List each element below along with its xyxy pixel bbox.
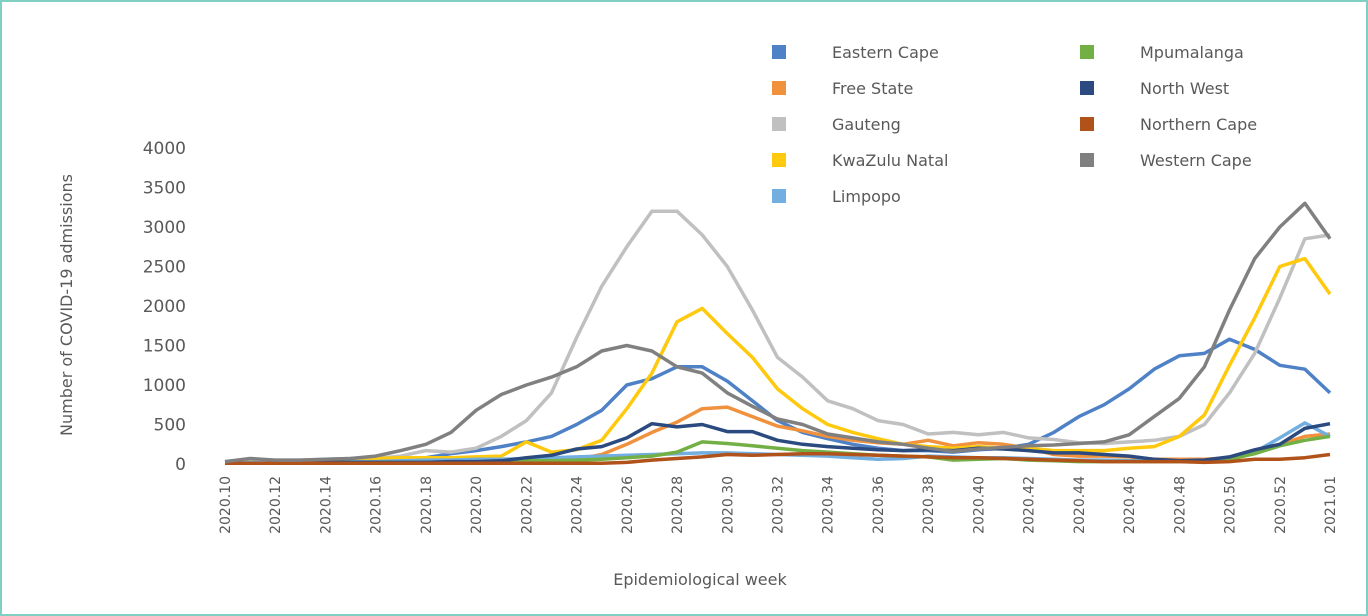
x-tick-label: 2020.52 bbox=[1273, 476, 1289, 534]
x-tick-label: 2020.22 bbox=[519, 476, 535, 534]
legend-marker bbox=[772, 153, 786, 167]
x-tick-label: 2020.28 bbox=[670, 476, 686, 534]
legend-label: Limpopo bbox=[832, 187, 901, 206]
x-tick-label: 2020.32 bbox=[771, 476, 787, 534]
series-line bbox=[224, 201, 1332, 464]
y-tick-label: 1500 bbox=[143, 337, 186, 357]
y-tick-label: 3000 bbox=[143, 218, 186, 238]
x-tick-label: 2020.18 bbox=[419, 476, 435, 534]
legend-label: Mpumalanga bbox=[1140, 43, 1244, 62]
x-tick-label: 2021.01 bbox=[1323, 476, 1339, 534]
y-tick-label: 4000 bbox=[143, 139, 186, 159]
y-tick-label: 0 bbox=[175, 455, 186, 475]
legend-marker bbox=[1080, 117, 1094, 131]
legend-label: Western Cape bbox=[1140, 151, 1252, 170]
x-axis-title: Epidemiological week bbox=[613, 570, 787, 589]
legend-label: Free State bbox=[832, 79, 913, 98]
y-axis-title: Number of COVID-19 admissions bbox=[57, 174, 76, 436]
y-tick-label: 1000 bbox=[143, 376, 186, 396]
x-tick-label: 2020.50 bbox=[1223, 476, 1239, 534]
x-tick-label: 2020.38 bbox=[921, 476, 937, 534]
x-tick-label: 2020.12 bbox=[268, 476, 284, 534]
legend-marker bbox=[772, 189, 786, 203]
legend-marker bbox=[772, 117, 786, 131]
series-line bbox=[225, 451, 1331, 465]
legend-marker bbox=[1080, 81, 1094, 95]
series-line bbox=[224, 209, 1331, 464]
x-tick-label: 2020.30 bbox=[720, 476, 736, 534]
x-tick-label: 2020.26 bbox=[620, 476, 636, 534]
x-tick-label: 2020.46 bbox=[1122, 476, 1138, 534]
x-tick-label: 2020.42 bbox=[1022, 476, 1038, 534]
legend-label: Gauteng bbox=[832, 115, 901, 134]
x-tick-label: 2020.16 bbox=[369, 476, 385, 534]
x-tick-label: 2020.48 bbox=[1172, 476, 1188, 534]
x-tick-label: 2020.24 bbox=[570, 476, 586, 534]
legend-marker bbox=[1080, 45, 1094, 59]
legend-label: North West bbox=[1140, 79, 1229, 98]
legend-marker bbox=[1080, 153, 1094, 167]
legend-label: KwaZulu Natal bbox=[832, 151, 948, 170]
x-tick-label: 2020.36 bbox=[871, 476, 887, 534]
y-tick-label: 2000 bbox=[143, 297, 186, 317]
x-tick-label: 2020.10 bbox=[218, 476, 234, 534]
legend-marker bbox=[772, 81, 786, 95]
x-tick-label: 2020.44 bbox=[1072, 476, 1088, 534]
x-tick-label: 2020.14 bbox=[318, 476, 334, 534]
legend-label: Northern Cape bbox=[1140, 115, 1257, 134]
x-tick-label: 2020.20 bbox=[469, 476, 485, 534]
legend-marker bbox=[772, 45, 786, 59]
series-line bbox=[224, 256, 1332, 465]
x-tick-label: 2020.40 bbox=[971, 476, 987, 534]
legend-label: Eastern Cape bbox=[832, 43, 939, 62]
y-tick-label: 3500 bbox=[143, 179, 186, 199]
x-tick-label: 2020.34 bbox=[821, 476, 837, 534]
y-tick-label: 500 bbox=[154, 416, 186, 436]
y-tick-label: 2500 bbox=[143, 258, 186, 278]
